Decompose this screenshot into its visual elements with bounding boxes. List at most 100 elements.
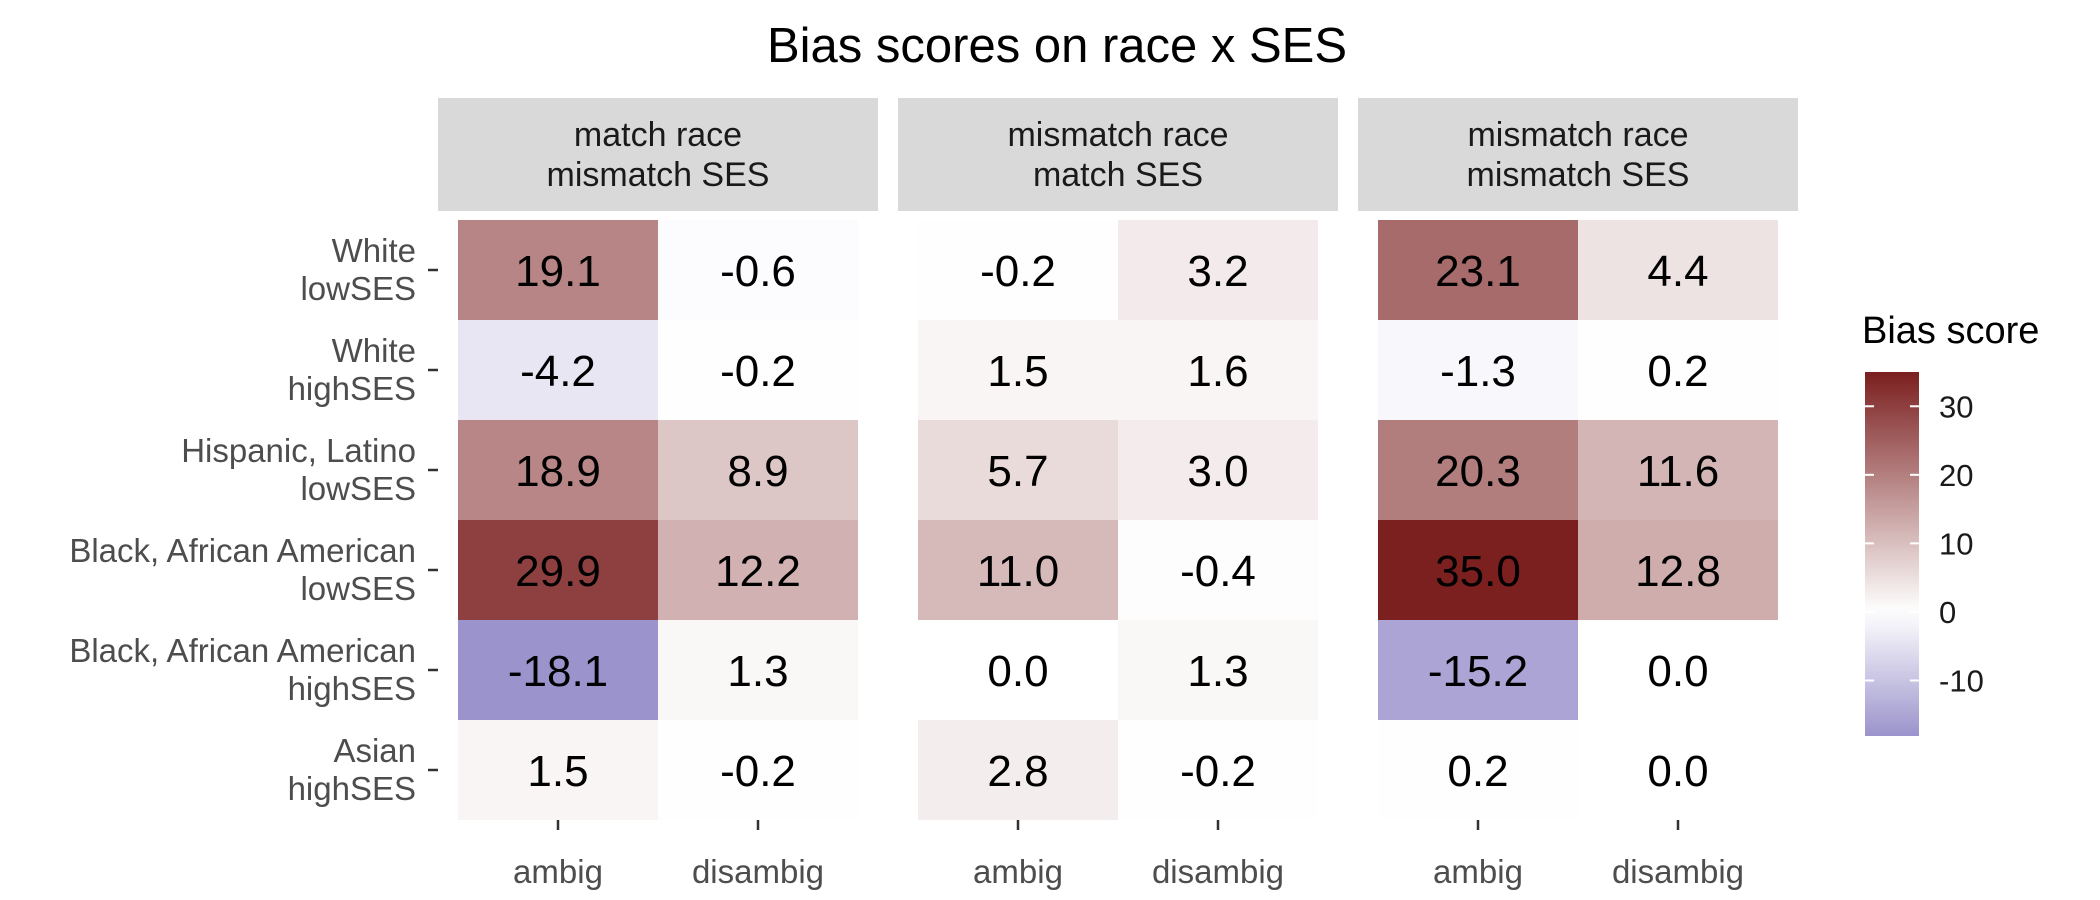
cell-value-label: -0.6 <box>720 247 796 296</box>
heatmap-cell <box>1578 720 1778 820</box>
heatmap-cell <box>1578 220 1778 320</box>
facet-strip-label: mismatch race <box>1007 116 1228 154</box>
heatmap-cell <box>1118 520 1318 620</box>
cell-value-label: 20.3 <box>1435 447 1521 496</box>
facet-strip-label: mismatch race <box>1467 116 1688 154</box>
heatmap-cell <box>918 420 1118 520</box>
cell-value-label: -0.2 <box>720 747 796 796</box>
legend-tick-label: 20 <box>1939 458 1973 493</box>
cell-value-label: 18.9 <box>515 447 601 496</box>
cell-value-label: 35.0 <box>1435 547 1521 596</box>
heatmap-cell <box>458 520 658 620</box>
heatmap-cell <box>458 720 658 820</box>
cell-value-label: -15.2 <box>1428 647 1528 696</box>
x-tick-label: disambig <box>1612 853 1744 890</box>
heatmap-cell <box>658 620 858 720</box>
heatmap-cell <box>1378 320 1578 420</box>
heatmap-cell <box>1578 620 1778 720</box>
cell-value-label: 29.9 <box>515 547 601 596</box>
cell-value-label: 0.0 <box>1647 647 1708 696</box>
facet-strip <box>1358 98 1798 211</box>
heatmap-cell <box>458 620 658 720</box>
cell-value-label: 1.5 <box>987 347 1048 396</box>
cell-value-label: 12.2 <box>715 547 801 596</box>
y-tick-label: Hispanic, Latino <box>181 432 416 469</box>
y-tick-label: Black, African American <box>69 532 416 569</box>
heatmap-cell <box>1378 420 1578 520</box>
heatmap-cell <box>1378 620 1578 720</box>
heatmap-cell <box>918 720 1118 820</box>
cell-value-label: -0.2 <box>720 347 796 396</box>
legend-tick-label: -10 <box>1939 663 1984 698</box>
cell-value-label: 19.1 <box>515 247 601 296</box>
heatmap-cell <box>658 220 858 320</box>
heatmap-cell <box>1378 220 1578 320</box>
heatmap-cell <box>1378 520 1578 620</box>
y-tick-label: White <box>332 232 416 269</box>
heatmap-cell <box>1118 420 1318 520</box>
heatmap-cell <box>1378 720 1578 820</box>
chart-title: Bias scores on race x SES <box>767 19 1347 73</box>
heatmap-cell <box>1118 220 1318 320</box>
legend-tick-label: 0 <box>1939 595 1956 630</box>
heatmap-cell <box>658 720 858 820</box>
x-tick-label: ambig <box>513 853 603 890</box>
y-tick-label: highSES <box>288 670 416 707</box>
y-tick-label: lowSES <box>300 570 416 607</box>
facet-strip <box>898 98 1338 211</box>
heatmap-cell <box>918 520 1118 620</box>
heatmap-cell <box>1118 720 1318 820</box>
cell-value-label: 23.1 <box>1435 247 1521 296</box>
cell-value-label: 12.8 <box>1635 547 1721 596</box>
cell-value-label: 1.3 <box>727 647 788 696</box>
heatmap-cell <box>458 220 658 320</box>
y-tick-label: Black, African American <box>69 632 416 669</box>
x-tick-label: disambig <box>692 853 824 890</box>
facet-strip-label: match race <box>574 116 742 154</box>
cell-value-label: -0.2 <box>980 247 1056 296</box>
heatmap-cell <box>1578 320 1778 420</box>
cell-value-label: -18.1 <box>508 647 608 696</box>
y-tick-label: lowSES <box>300 270 416 307</box>
cell-value-label: 1.5 <box>527 747 588 796</box>
y-tick-label: highSES <box>288 770 416 807</box>
cell-value-label: 3.2 <box>1187 247 1248 296</box>
facet-strip-label: mismatch SES <box>547 156 770 194</box>
facet-strip-label: mismatch SES <box>1467 156 1690 194</box>
cell-value-label: 1.6 <box>1187 347 1248 396</box>
cell-value-label: 5.7 <box>987 447 1048 496</box>
cell-value-label: -0.2 <box>1180 747 1256 796</box>
heatmap-cell <box>458 320 658 420</box>
cell-value-label: -1.3 <box>1440 347 1516 396</box>
cell-value-label: 11.6 <box>1637 447 1719 496</box>
cell-value-label: -4.2 <box>520 347 596 396</box>
color-legend: Bias score 30 20 10 0 -10 <box>1862 310 2039 736</box>
y-tick-label: Asian <box>333 732 416 769</box>
heatmap-cell <box>458 420 658 520</box>
cell-value-label: 4.4 <box>1647 247 1708 296</box>
x-tick-label: ambig <box>1433 853 1523 890</box>
y-tick-label: lowSES <box>300 470 416 507</box>
legend-ticks: 30 20 10 0 -10 <box>1865 389 1984 698</box>
heatmap-cell <box>1118 320 1318 420</box>
facet-strip <box>438 98 878 211</box>
legend-tick-label: 10 <box>1939 526 1973 561</box>
legend-tick-label: 30 <box>1939 389 1973 424</box>
heatmap-cell <box>1578 420 1778 520</box>
x-tick-label: ambig <box>973 853 1063 890</box>
heatmap-cell <box>918 320 1118 420</box>
cell-value-label: 0.2 <box>1447 747 1508 796</box>
y-tick-label: White <box>332 332 416 369</box>
cell-value-label: 1.3 <box>1187 647 1248 696</box>
heatmap-cell <box>1118 620 1318 720</box>
x-tick-label: disambig <box>1152 853 1284 890</box>
heatmap-cell <box>918 220 1118 320</box>
cell-value-label: 0.0 <box>987 647 1048 696</box>
heatmap-cell <box>658 520 858 620</box>
cell-value-label: 3.0 <box>1187 447 1248 496</box>
